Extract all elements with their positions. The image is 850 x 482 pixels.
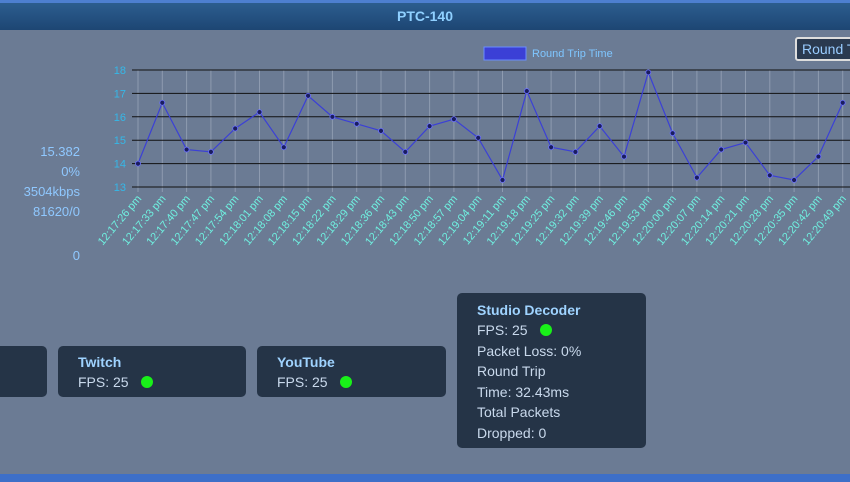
y-tick-label: 17 (114, 88, 126, 100)
data-point (280, 144, 287, 151)
y-tick-label: 14 (114, 159, 126, 171)
data-point (572, 148, 579, 155)
data-point (766, 172, 773, 179)
status-dot (339, 376, 352, 388)
data-point (353, 120, 360, 127)
data-point (329, 113, 336, 120)
card-line: Packet Loss: 0% (477, 341, 626, 362)
card-title: Twitch (78, 354, 122, 370)
data-point (621, 153, 627, 160)
data-point (402, 148, 409, 155)
legend-label: Round Trip Time (532, 48, 613, 60)
y-tick-label: 18 (114, 65, 126, 77)
data-point (694, 174, 700, 181)
data-point (791, 177, 797, 183)
card-line: FPS: 25 (78, 372, 226, 393)
card-text: FPS: 25 (78, 374, 129, 390)
y-tick-label: 15 (114, 135, 126, 147)
card-line: Total Packets (477, 402, 626, 423)
card-line: FPS: 25 (477, 320, 626, 341)
data-point (232, 125, 239, 132)
card-line: FPS: 25 (277, 372, 426, 393)
data-point (742, 139, 749, 146)
data-point (159, 99, 166, 106)
data-point (207, 148, 214, 155)
card-text: Dropped: 0 (477, 424, 547, 441)
data-point (523, 88, 530, 94)
stat: 0% (61, 164, 80, 179)
card-title: YouTube (277, 354, 335, 370)
stat: 3504kbps (23, 184, 80, 199)
card-text: Packet Loss: 0% (477, 342, 582, 359)
card: YouTube FPS: 25 (257, 346, 446, 397)
stat: 0 (72, 248, 80, 263)
card (0, 346, 47, 397)
card-text: Total Packets (477, 404, 561, 420)
data-point (669, 130, 676, 137)
card: Twitch FPS: 25 (58, 346, 246, 397)
data-point (839, 99, 846, 106)
card-line: Dropped: 0 (477, 423, 626, 444)
card-text: Time: 32.43ms (477, 383, 570, 400)
toggle-button[interactable]: Round T (795, 37, 850, 61)
data-point (645, 69, 652, 76)
data-point (815, 153, 822, 160)
stat: 15.382 (40, 144, 80, 159)
card-text: Round Trip (477, 363, 546, 379)
data-point (256, 109, 263, 116)
card-text: FPS: 25 (477, 322, 528, 338)
data-point (135, 160, 141, 167)
series-line (137, 70, 844, 182)
header: PTC-140 (0, 0, 850, 30)
data-point (475, 134, 482, 141)
data-point (450, 116, 457, 123)
data-point (183, 146, 190, 153)
legend-swatch (483, 46, 527, 61)
card: Studio Decoder FPS: 25 Packet Loss: 0% Rou… (457, 293, 646, 448)
card-line: Round Trip (477, 361, 626, 382)
y-tick-label: 13 (114, 182, 126, 194)
data-point (426, 123, 433, 130)
stat: 81620/0 (33, 204, 80, 219)
footer-bar (0, 474, 850, 482)
card-line: Time: 32.43ms (477, 382, 626, 403)
y-tick-label: 16 (114, 112, 126, 124)
data-point (548, 144, 554, 151)
data-point (718, 146, 725, 153)
status-dot (539, 324, 552, 336)
card-text: FPS: 25 (277, 374, 328, 390)
data-point (305, 92, 312, 99)
data-point (596, 123, 603, 130)
data-point (378, 127, 384, 134)
status-dot (140, 376, 153, 388)
card-title: Studio Decoder (477, 302, 581, 318)
data-point (499, 177, 506, 183)
